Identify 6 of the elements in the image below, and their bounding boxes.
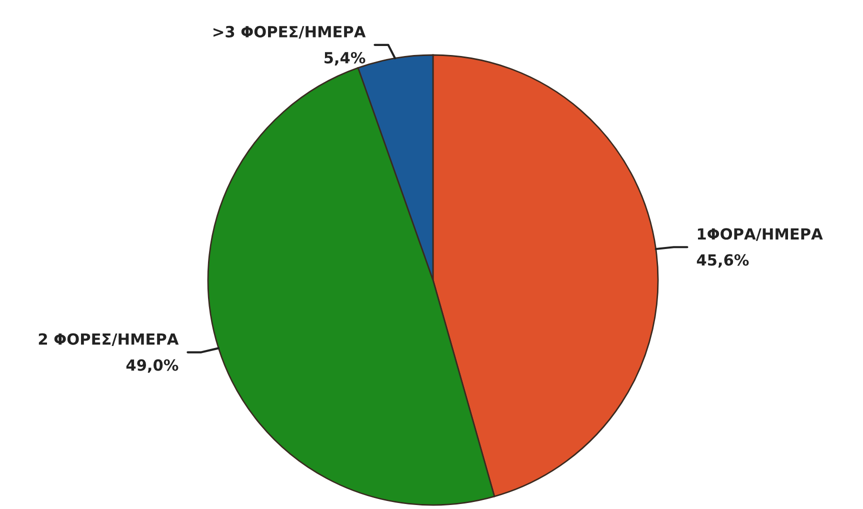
data-label: 5,4% (324, 52, 366, 66)
slice-label: >3 ΦΟΡΕΣ/ΗΜΕΡΑ (214, 26, 366, 39)
slice-label: 2 ΦΟΡΕΣ/ΗΜΕΡΑ (38, 333, 179, 346)
slice-label: 1ΦΟΡΑ/ΗΜΕΡΑ (698, 228, 823, 241)
data-label: 49,0% (126, 359, 178, 373)
data-label: 45,6% (696, 254, 749, 268)
